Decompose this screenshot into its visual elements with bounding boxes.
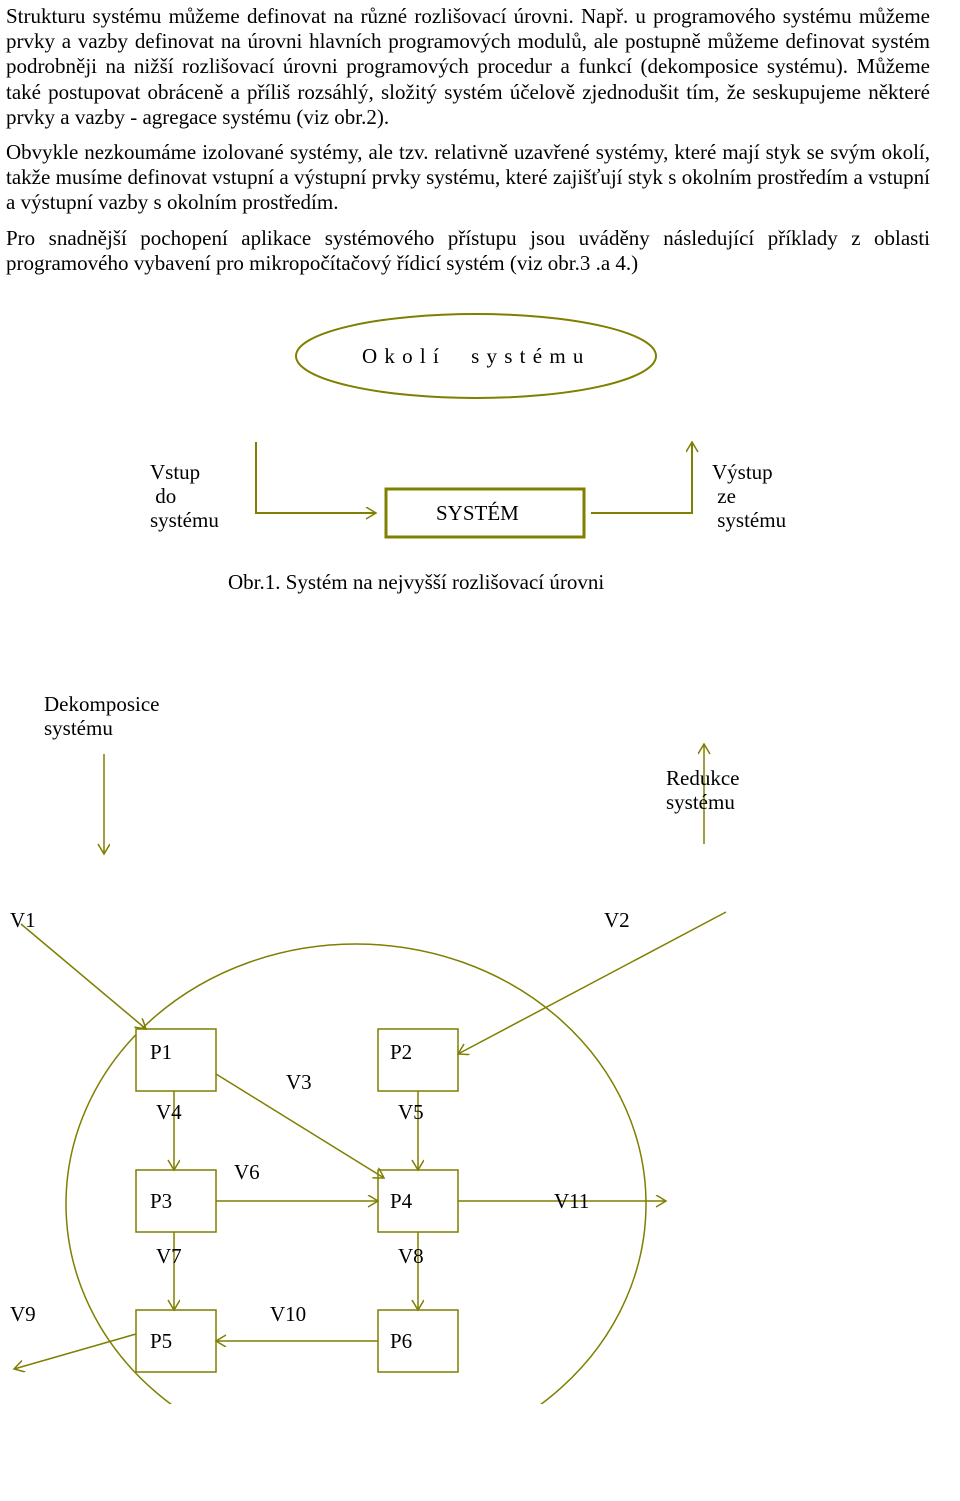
node-P1 [136, 1029, 216, 1091]
label-V2: V2 [604, 908, 630, 933]
edge-V1 [21, 924, 146, 1029]
node-P5 [136, 1310, 216, 1372]
label-V6: V6 [234, 1160, 260, 1185]
fig1-vystup-l2: ze [712, 484, 736, 509]
redukce-l2: systému [666, 790, 735, 815]
fig1-vystup-l3: systému [712, 508, 786, 533]
figures-svg [6, 294, 930, 1404]
label-P6: P6 [390, 1329, 412, 1354]
label-V8: V8 [398, 1244, 424, 1269]
paragraph-1: Strukturu systému můžeme definovat na rů… [6, 4, 930, 130]
label-V9: V9 [10, 1302, 36, 1327]
label-P1: P1 [150, 1040, 172, 1065]
figures-area: O k o l í s y s t é m u SYSTÉM Vstup do … [6, 294, 930, 1404]
paragraph-3: Pro snadnější pochopení aplikace systémo… [6, 226, 930, 276]
fig1-caption: Obr.1. Systém na nejvyšší rozlišovací úr… [228, 570, 604, 595]
node-P3 [136, 1170, 216, 1232]
label-V4: V4 [156, 1100, 182, 1125]
label-P5: P5 [150, 1329, 172, 1354]
label-V1: V1 [10, 908, 36, 933]
label-V10: V10 [270, 1302, 306, 1327]
label-P3: P3 [150, 1189, 172, 1214]
paragraph-2: Obvykle nezkoumáme izolované systémy, al… [6, 140, 930, 216]
fig1-vstup-l2: do [150, 484, 176, 509]
label-P4: P4 [390, 1189, 412, 1214]
edge-V2 [458, 912, 726, 1054]
fig1-system-label: SYSTÉM [436, 501, 519, 526]
fig1-okoli-label: O k o l í s y s t é m u [362, 344, 584, 369]
label-V11: V11 [554, 1189, 589, 1214]
redukce-l1: Redukce [666, 766, 739, 791]
label-P2: P2 [390, 1040, 412, 1065]
fig1-vstup-l3: systému [150, 508, 219, 533]
dekomposice-l1: Dekomposice [44, 692, 159, 717]
fig1-input-path [256, 442, 376, 513]
label-V7: V7 [156, 1244, 182, 1269]
dekomposice-l2: systému [44, 716, 113, 741]
label-V3: V3 [286, 1070, 312, 1095]
fig1-output-path [591, 442, 692, 513]
label-V5: V5 [398, 1100, 424, 1125]
fig1-vstup-l1: Vstup [150, 460, 200, 485]
fig1-vystup-l1: Výstup [712, 460, 773, 485]
